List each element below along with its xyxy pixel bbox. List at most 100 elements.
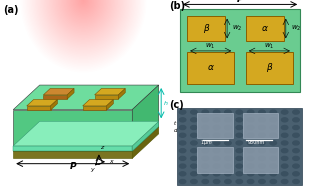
Bar: [246, 52, 293, 84]
Circle shape: [259, 180, 265, 184]
Circle shape: [236, 118, 243, 122]
Text: (a): (a): [3, 5, 19, 15]
Circle shape: [191, 110, 197, 114]
Circle shape: [191, 149, 197, 153]
Bar: [243, 147, 278, 173]
Circle shape: [270, 172, 277, 176]
Circle shape: [214, 180, 220, 184]
Circle shape: [281, 133, 288, 137]
Circle shape: [281, 110, 288, 114]
Circle shape: [225, 125, 231, 129]
Polygon shape: [132, 85, 159, 151]
Circle shape: [179, 133, 186, 137]
Circle shape: [191, 180, 197, 184]
Text: (c): (c): [170, 100, 184, 110]
Circle shape: [259, 133, 265, 137]
Circle shape: [270, 125, 277, 129]
Circle shape: [259, 110, 265, 114]
Polygon shape: [50, 100, 57, 110]
Circle shape: [259, 172, 265, 176]
Bar: [187, 16, 225, 41]
Circle shape: [214, 172, 220, 176]
Circle shape: [281, 180, 288, 184]
Circle shape: [259, 118, 265, 122]
Circle shape: [202, 118, 209, 122]
Circle shape: [236, 172, 243, 176]
Circle shape: [248, 180, 254, 184]
Circle shape: [214, 110, 220, 114]
Circle shape: [248, 141, 254, 145]
Polygon shape: [13, 127, 159, 151]
Polygon shape: [118, 88, 125, 99]
Text: $1\mu m$: $1\mu m$: [200, 138, 213, 147]
Circle shape: [214, 133, 220, 137]
Text: t: t: [174, 121, 176, 125]
Circle shape: [248, 164, 254, 168]
Circle shape: [293, 180, 299, 184]
Circle shape: [259, 125, 265, 129]
Circle shape: [214, 164, 220, 168]
Circle shape: [293, 149, 299, 153]
Polygon shape: [83, 100, 113, 106]
Circle shape: [236, 180, 243, 184]
Text: $w_2$: $w_2$: [232, 24, 243, 33]
Bar: [246, 16, 284, 41]
Circle shape: [179, 172, 186, 176]
Circle shape: [236, 141, 243, 145]
Polygon shape: [132, 127, 159, 158]
Circle shape: [214, 149, 220, 153]
Text: 930nm: 930nm: [248, 140, 265, 145]
Text: $w_1$: $w_1$: [205, 42, 216, 51]
Polygon shape: [27, 100, 57, 106]
Polygon shape: [13, 121, 159, 146]
Circle shape: [270, 110, 277, 114]
Polygon shape: [67, 88, 74, 99]
Circle shape: [248, 156, 254, 160]
Circle shape: [225, 133, 231, 137]
Circle shape: [225, 110, 231, 114]
Text: P: P: [237, 0, 243, 4]
Circle shape: [202, 156, 209, 160]
Circle shape: [236, 125, 243, 129]
Circle shape: [259, 141, 265, 145]
Circle shape: [248, 172, 254, 176]
Polygon shape: [132, 121, 159, 151]
Circle shape: [293, 164, 299, 168]
Text: $\beta$: $\beta$: [266, 61, 273, 74]
Circle shape: [293, 172, 299, 176]
Circle shape: [225, 172, 231, 176]
Text: d: d: [174, 128, 177, 133]
Circle shape: [179, 156, 186, 160]
Polygon shape: [107, 100, 113, 110]
Bar: [197, 147, 233, 173]
Circle shape: [214, 125, 220, 129]
Polygon shape: [13, 151, 132, 158]
Circle shape: [202, 149, 209, 153]
Circle shape: [214, 141, 220, 145]
Circle shape: [281, 118, 288, 122]
Circle shape: [236, 164, 243, 168]
Circle shape: [191, 125, 197, 129]
Bar: [187, 52, 234, 84]
Polygon shape: [13, 85, 159, 110]
Circle shape: [293, 125, 299, 129]
Circle shape: [191, 133, 197, 137]
Circle shape: [202, 110, 209, 114]
Polygon shape: [95, 88, 125, 95]
Circle shape: [191, 164, 197, 168]
Circle shape: [248, 125, 254, 129]
Circle shape: [270, 156, 277, 160]
Bar: [177, 108, 302, 185]
Text: (b): (b): [170, 2, 186, 12]
Polygon shape: [13, 110, 132, 151]
Circle shape: [293, 156, 299, 160]
Circle shape: [270, 149, 277, 153]
Circle shape: [225, 141, 231, 145]
Circle shape: [202, 172, 209, 176]
Bar: [243, 113, 278, 138]
Circle shape: [293, 141, 299, 145]
Polygon shape: [95, 95, 118, 99]
Circle shape: [191, 172, 197, 176]
Circle shape: [270, 164, 277, 168]
Text: y: y: [90, 167, 94, 172]
